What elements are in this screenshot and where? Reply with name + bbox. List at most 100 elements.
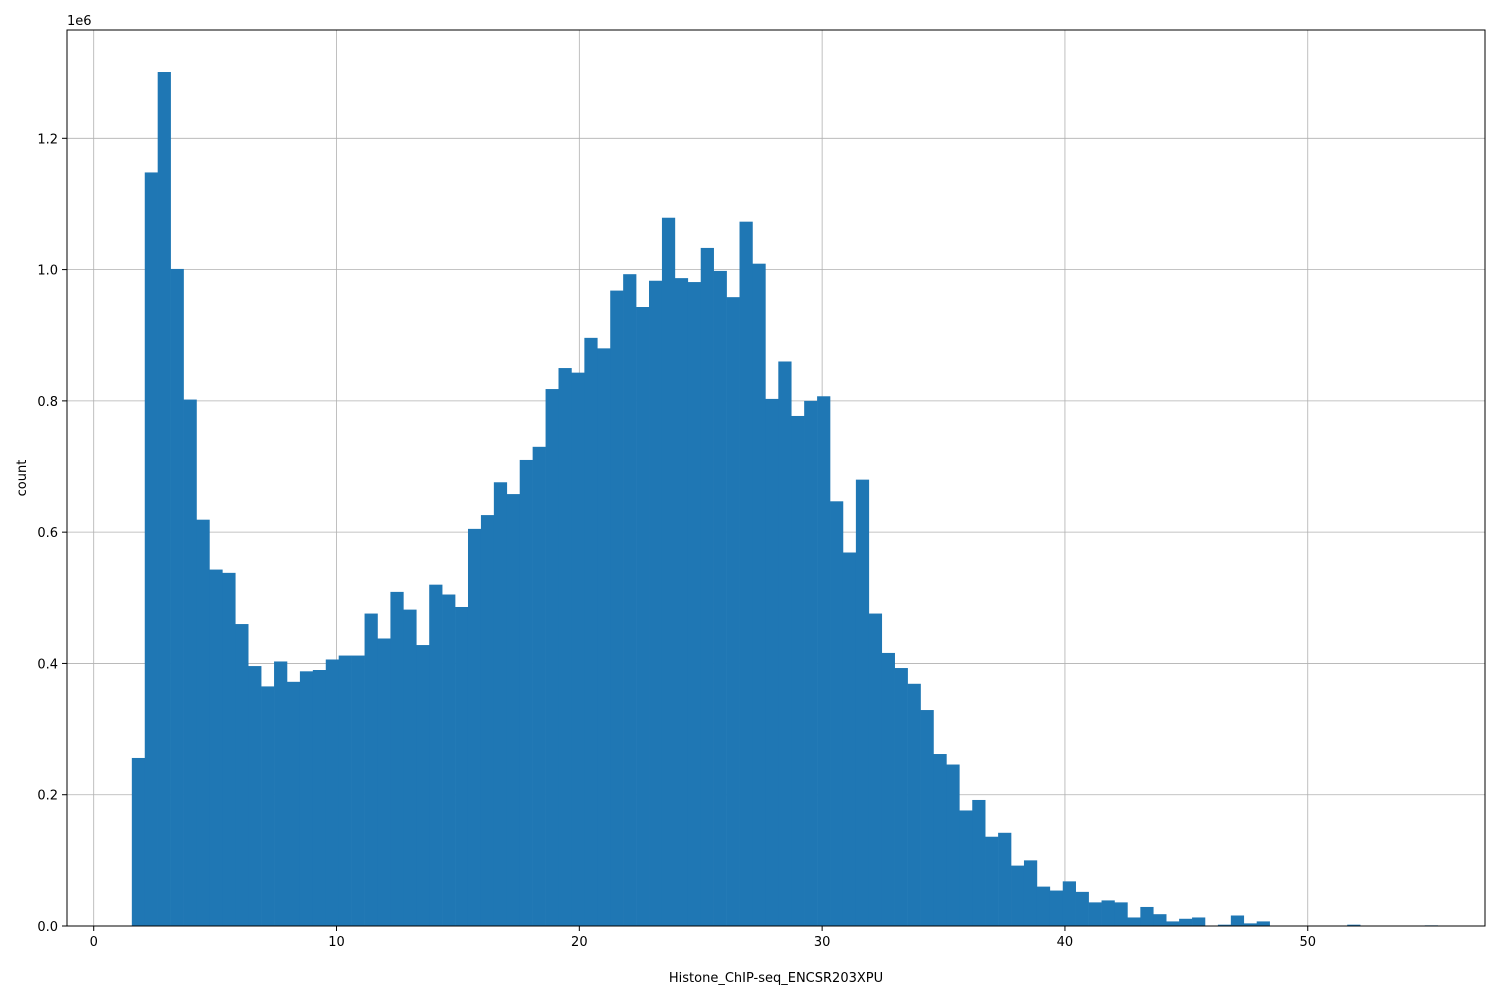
histogram-bar — [480, 515, 495, 926]
histogram-bar — [1243, 923, 1257, 926]
histogram-bar — [687, 282, 702, 926]
x-tick-label: 10 — [328, 935, 345, 950]
histogram-bar — [985, 836, 999, 926]
histogram-bar — [972, 799, 986, 926]
histogram-bar — [998, 832, 1012, 926]
histogram-bar — [157, 72, 171, 926]
histogram-bar — [312, 670, 327, 926]
histogram-bar — [442, 594, 456, 926]
histogram-bar — [1062, 881, 1076, 926]
histogram-bar — [532, 446, 546, 926]
histogram-bar — [855, 479, 870, 926]
histogram-bar — [791, 415, 805, 926]
histogram-bar — [1114, 902, 1128, 926]
histogram-bar — [868, 613, 883, 926]
histogram-bar — [286, 681, 301, 926]
histogram-bar — [1127, 917, 1141, 926]
histogram-bar — [894, 668, 908, 926]
histogram-bar — [144, 172, 158, 926]
histogram-bar — [196, 519, 210, 926]
histogram-bar — [752, 263, 766, 927]
histogram-bar — [1101, 900, 1115, 926]
histogram-bar — [661, 217, 676, 926]
histogram-bar — [623, 274, 637, 927]
histogram-bar — [933, 754, 947, 926]
histogram-bar — [881, 652, 895, 926]
histogram-bar — [778, 361, 792, 926]
histogram-bar — [1230, 915, 1245, 926]
histogram-bar — [636, 307, 650, 926]
histogram-bar — [1347, 924, 1361, 926]
x-tick-label: 30 — [814, 935, 831, 950]
histogram-bar — [610, 290, 624, 927]
y-tick-label: 1.2 — [37, 132, 58, 147]
x-axis-label: Histone_ChIP-seq_ENCSR203XPU — [669, 971, 883, 986]
histogram-bar — [739, 221, 753, 926]
histogram-bar — [455, 606, 469, 926]
x-tick-label: 0 — [90, 935, 98, 950]
histogram-bar — [597, 348, 611, 926]
histogram-bar — [1179, 918, 1193, 926]
y-tick-label: 0.0 — [37, 920, 58, 935]
histogram-bar — [261, 686, 275, 926]
histogram-bar — [649, 280, 663, 926]
x-tick-label: 20 — [571, 935, 588, 950]
histogram-bar — [274, 661, 288, 926]
histogram-bar — [1023, 860, 1038, 926]
plot-frame — [66, 29, 1486, 927]
histogram-bar — [183, 399, 197, 926]
histogram-bar — [248, 666, 262, 926]
histogram-bar — [222, 572, 236, 926]
histogram-bar — [946, 764, 960, 926]
histogram-bar — [817, 396, 831, 926]
histogram-bar — [713, 270, 727, 926]
histogram-bar — [493, 482, 508, 926]
histogram-bar — [351, 655, 365, 926]
histogram-bar — [429, 584, 443, 926]
histogram-bar — [235, 624, 249, 926]
histogram-bar — [364, 613, 378, 926]
y-tick-label: 0.8 — [37, 395, 58, 410]
y-axis-label: count — [15, 460, 30, 497]
histogram-bar — [377, 638, 391, 926]
histogram-bar — [571, 372, 585, 927]
histogram-bar — [1011, 865, 1025, 926]
histogram-bar — [467, 528, 482, 926]
histogram-bar — [959, 810, 973, 926]
y-tick-label: 0.6 — [37, 526, 58, 541]
histogram-bar — [299, 671, 314, 926]
y-tick-label: 0.4 — [37, 657, 58, 672]
histogram-bar — [1256, 921, 1270, 926]
histogram-bar — [506, 494, 521, 926]
x-tick-label: 50 — [1299, 935, 1316, 950]
histogram-bar — [842, 552, 857, 926]
histogram-bar — [1166, 921, 1180, 926]
histogram-bar — [390, 591, 404, 926]
histogram-bar — [519, 459, 533, 926]
histogram-bar — [1217, 924, 1232, 926]
histogram-bar — [170, 268, 184, 926]
x-tick-label: 40 — [1057, 935, 1074, 950]
histogram-bar — [1192, 917, 1206, 926]
histogram-bar — [1075, 891, 1089, 926]
histogram-bar — [907, 683, 921, 926]
histogram-bar — [830, 501, 844, 926]
histogram-bar — [765, 398, 779, 926]
histogram-bar — [558, 368, 572, 926]
histogram-bar — [1088, 902, 1102, 926]
y-tick-label: 1.0 — [37, 264, 58, 279]
histogram-bar — [804, 400, 818, 926]
histogram-bar — [1140, 906, 1154, 926]
histogram-bar — [584, 337, 598, 926]
histogram-bar — [920, 710, 934, 926]
histogram-bar — [1036, 886, 1051, 926]
histogram-bar — [209, 569, 223, 926]
histogram-bar — [1153, 914, 1167, 926]
y-tick-label: 0.2 — [37, 789, 58, 804]
histogram-bar — [726, 297, 740, 927]
histogram-bars — [131, 72, 1439, 927]
histogram-bar — [325, 659, 340, 926]
histogram-bar — [416, 645, 430, 926]
histogram-bar — [674, 278, 689, 927]
